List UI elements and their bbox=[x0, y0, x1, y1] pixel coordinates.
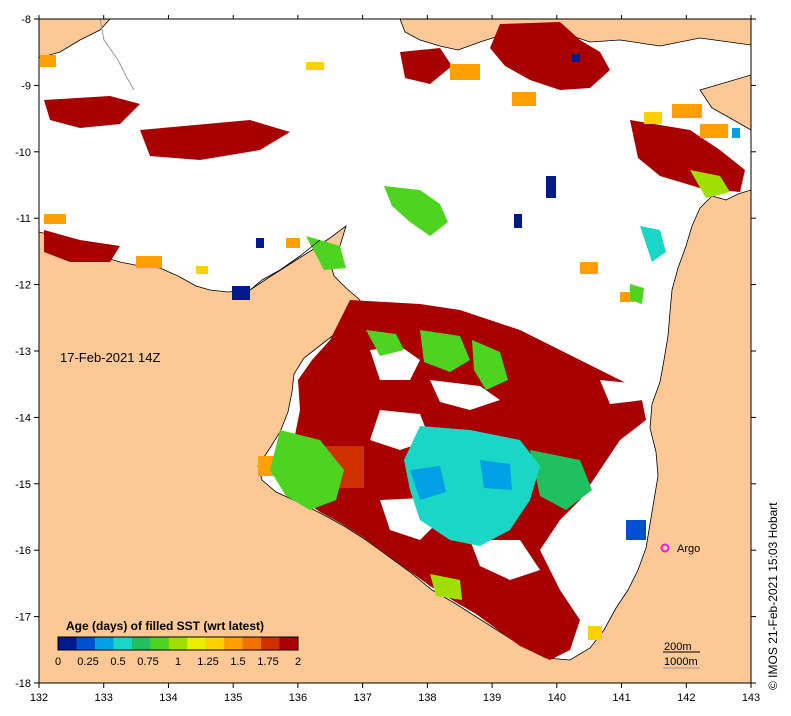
colorbar-swatch bbox=[150, 637, 170, 650]
x-tick-label-134: 134 bbox=[159, 692, 177, 704]
y-tick-label--9: -9 bbox=[21, 80, 31, 92]
x-tick-label-136: 136 bbox=[289, 692, 307, 704]
x-tick-label-138: 138 bbox=[418, 692, 436, 704]
colorbar-tick-label: 0.75 bbox=[137, 656, 158, 668]
contour-200m-line bbox=[249, 239, 321, 291]
colorbar-swatch bbox=[187, 637, 207, 650]
y-axis: -8 -9 -10 -11 -12 -13 -14 -15 -16 -17 -18 bbox=[15, 14, 756, 690]
y-tick-label--11: -11 bbox=[16, 213, 31, 225]
sst-age-blue-patches bbox=[232, 54, 580, 300]
sst-age-teal-patches bbox=[404, 226, 666, 546]
y-tick-label--10: -10 bbox=[15, 147, 31, 159]
y-tick-label--8: -8 bbox=[21, 14, 31, 26]
colorbar-swatch bbox=[168, 637, 188, 650]
colorbar-swatches bbox=[58, 637, 299, 650]
x-tick-label-137: 137 bbox=[353, 692, 371, 704]
x-tick-label-133: 133 bbox=[95, 692, 113, 704]
colorbar-tick-label: 0.5 bbox=[110, 656, 125, 668]
x-tick-label-142: 142 bbox=[677, 692, 695, 704]
colorbar-swatch bbox=[94, 637, 114, 650]
contour-legend-1000-label: 1000m bbox=[664, 656, 698, 668]
colorbar-swatch bbox=[279, 637, 299, 650]
colorbar-frame bbox=[57, 636, 299, 651]
argo-label: Argo bbox=[677, 543, 700, 555]
colorbar-tick-label: 1.5 bbox=[230, 656, 245, 668]
y-tick-label--16: -16 bbox=[15, 545, 31, 557]
colorbar-swatch bbox=[76, 637, 96, 650]
land-torres-islands bbox=[699, 74, 751, 131]
y-tick-label--17: -17 bbox=[15, 612, 31, 624]
x-tick-label-132: 132 bbox=[30, 692, 48, 704]
sst-age-lightblue-patches bbox=[626, 128, 740, 540]
map-timestamp: 17-Feb-2021 14Z bbox=[60, 350, 161, 365]
colorbar-swatch bbox=[58, 637, 77, 650]
land-australia bbox=[39, 189, 751, 683]
y-tick-label--12: -12 bbox=[15, 280, 31, 292]
colorbar-swatch bbox=[224, 637, 244, 650]
colorbar-swatch bbox=[242, 637, 262, 650]
land-top-left bbox=[39, 19, 111, 59]
colorbar-ticks: 0 0.25 0.5 0.75 1 1.25 1.5 1.75 2 bbox=[55, 656, 301, 668]
y-tick-label--14: -14 bbox=[15, 412, 31, 424]
colorbar-tick-label: 1 bbox=[175, 656, 181, 668]
contour-1000m-line bbox=[99, 19, 135, 91]
colorbar-swatch bbox=[261, 637, 281, 650]
contour-legend-200-label: 200m bbox=[664, 641, 692, 653]
contour-legend: 200m 1000m bbox=[663, 641, 700, 669]
y-tick-label--15: -15 bbox=[15, 479, 31, 491]
sst-age-green-patches bbox=[270, 170, 730, 600]
x-tick-label-141: 141 bbox=[612, 692, 630, 704]
copyright-symbol: © bbox=[766, 681, 780, 690]
colorbar-swatch bbox=[113, 637, 133, 650]
colorbar-tick-label: 1.75 bbox=[257, 656, 278, 668]
credit-label: IMOS 21-Feb-2021 15:03 Hobart bbox=[766, 502, 780, 678]
colorbar-tick-label: 1.25 bbox=[197, 656, 218, 668]
colorbar-title: Age (days) of filled SST (wrt latest) bbox=[66, 619, 264, 633]
x-axis: 132 133 134 135 136 137 138 139 140 141 142 143 bbox=[30, 15, 760, 704]
colorbar-swatch bbox=[131, 637, 151, 650]
x-tick-label-135: 135 bbox=[224, 692, 242, 704]
x-tick-label-140: 140 bbox=[548, 692, 566, 704]
credit-text: © IMOS 21-Feb-2021 15:03 Hobart bbox=[766, 502, 780, 690]
y-tick-label--18: -18 bbox=[15, 678, 31, 690]
x-tick-label-143: 143 bbox=[742, 692, 760, 704]
colorbar-tick-label: 0 bbox=[55, 656, 61, 668]
colorbar-swatch bbox=[205, 637, 225, 650]
argo-marker[interactable]: Argo bbox=[660, 543, 701, 555]
argo-point[interactable] bbox=[660, 543, 670, 553]
colorbar-tick-label: 0.25 bbox=[77, 656, 98, 668]
y-tick-label--13: -13 bbox=[15, 346, 31, 358]
x-tick-label-139: 139 bbox=[483, 692, 501, 704]
sst-age-yellow-patches bbox=[196, 62, 662, 640]
colorbar-tick-label: 2 bbox=[295, 656, 301, 668]
